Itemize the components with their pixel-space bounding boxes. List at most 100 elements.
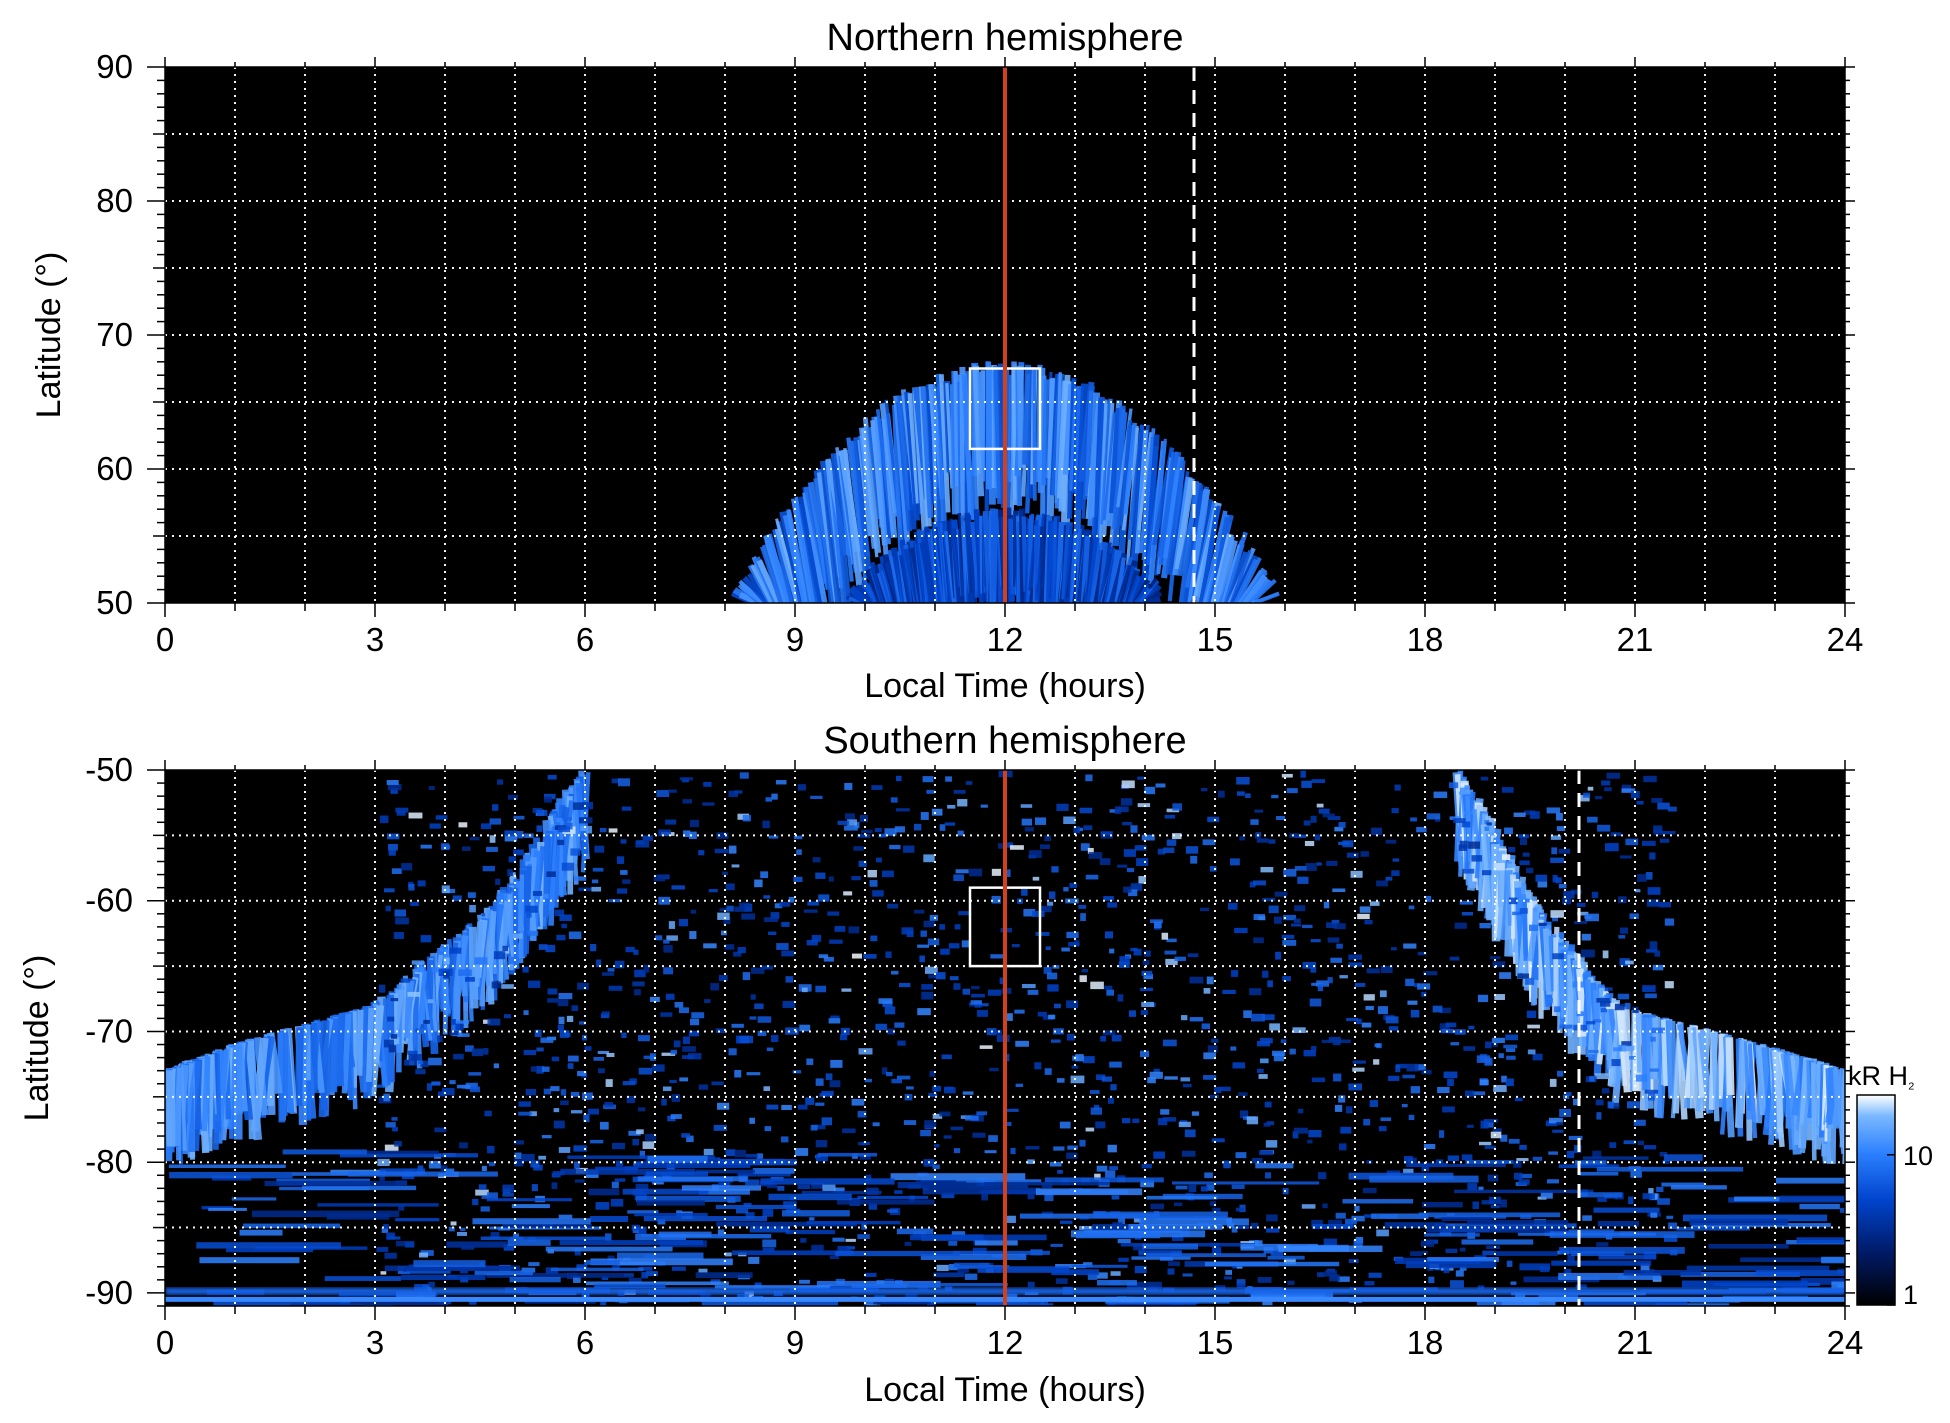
south-speckle	[884, 1006, 896, 1015]
south-speckle	[1558, 884, 1567, 889]
south-speckle	[386, 780, 399, 785]
south-speckle	[861, 829, 873, 834]
south-speckle	[1357, 913, 1370, 920]
south-speckle	[1123, 886, 1132, 893]
south-speckle	[1643, 775, 1657, 783]
south-speckle	[1104, 931, 1114, 939]
south-speckle	[536, 1047, 544, 1052]
south-speckle	[785, 1027, 799, 1035]
north-overlay	[968, 67, 1196, 603]
south-speckle	[1085, 874, 1099, 880]
south-speckle	[1243, 1010, 1252, 1018]
south-speckle	[1406, 1063, 1419, 1072]
south-speckle	[1657, 1198, 1670, 1205]
south-speckle	[1271, 1050, 1286, 1056]
south-speckle	[1637, 1140, 1644, 1146]
south-speckle	[390, 787, 398, 794]
south-speckle	[943, 1087, 956, 1094]
south-speckle	[944, 822, 956, 826]
south-speckle	[1626, 1101, 1640, 1109]
south-speckle	[690, 909, 697, 914]
south-polar-streak	[635, 1195, 741, 1202]
south-speckle	[1445, 1022, 1457, 1028]
south-speckle	[1066, 1152, 1078, 1159]
north-xlabel: Local Time (hours)	[864, 667, 1146, 705]
south-speckle	[987, 989, 1002, 996]
south-polar-streak	[226, 1248, 313, 1253]
south-speckle	[904, 1241, 912, 1247]
south-speckle	[777, 1185, 785, 1191]
south-speckle	[1508, 1138, 1520, 1144]
south-polar-streak	[1044, 1177, 1164, 1183]
south-speckle	[1130, 947, 1138, 952]
south-speckle	[829, 1255, 840, 1260]
south-speckle	[864, 1078, 872, 1083]
south-speckle	[1410, 1009, 1420, 1018]
south-speckle	[1376, 880, 1388, 887]
south-speckle	[1249, 988, 1262, 996]
south-oval-stroke	[328, 1018, 339, 1093]
south-speckle	[1162, 1039, 1177, 1047]
south-speckle	[1443, 1071, 1458, 1079]
south-speckle	[1294, 918, 1301, 924]
south-speckle	[913, 823, 922, 831]
south-polar-streak	[1551, 1260, 1652, 1266]
south-speckle	[615, 1160, 624, 1167]
north-ytick-label: 80	[96, 182, 133, 219]
south-speckle	[1642, 985, 1656, 993]
south-speckle	[1301, 780, 1312, 788]
south-speckle	[431, 967, 439, 973]
north-aurora-stroke	[1134, 429, 1149, 554]
south-polar-streak	[567, 1155, 715, 1159]
south-speckle	[1074, 939, 1080, 944]
south-speckle	[1202, 839, 1216, 846]
south-speckle	[1329, 1274, 1340, 1282]
south-speckle	[681, 1133, 691, 1138]
south-speckle	[401, 1174, 415, 1180]
south-speckle	[1181, 1015, 1188, 1021]
south-speckle	[717, 912, 730, 920]
south-speckle	[1089, 1090, 1100, 1094]
south-polar-streak	[213, 1298, 351, 1306]
south-speckle	[1528, 924, 1539, 932]
south-speckle	[577, 982, 589, 990]
south-speckle	[920, 930, 927, 937]
south-speckle	[1327, 937, 1340, 943]
south-speckle	[718, 975, 728, 982]
south-speckle	[1015, 1040, 1029, 1047]
south-speckle	[1150, 919, 1163, 924]
south-speckle	[871, 785, 883, 790]
south-speckle	[958, 911, 970, 916]
south-speckle	[847, 819, 857, 826]
south-speckle	[1167, 1268, 1175, 1275]
south-speckle	[576, 1264, 588, 1271]
south-speckle	[931, 808, 943, 816]
south-speckle	[1472, 1201, 1480, 1210]
south-speckle	[1239, 1110, 1249, 1119]
south-speckle	[1566, 1091, 1572, 1096]
south-speckle	[1649, 941, 1658, 950]
south-speckle	[1477, 1285, 1485, 1290]
south-speckle	[621, 1032, 627, 1038]
south-speckle	[957, 1265, 969, 1273]
south-speckle	[547, 988, 558, 995]
south-speckle	[1246, 1116, 1259, 1125]
south-speckle	[1201, 787, 1208, 792]
south-speckle	[1574, 921, 1588, 925]
south-speckle	[1056, 1078, 1065, 1083]
south-speckle	[649, 1053, 657, 1061]
south-speckle	[1362, 1187, 1377, 1194]
south-speckle	[557, 839, 565, 846]
south-speckle	[1552, 874, 1558, 883]
south-speckle	[482, 865, 495, 872]
south-speckle	[1550, 835, 1562, 840]
south-speckle	[404, 1059, 417, 1066]
south-speckle	[1181, 1150, 1196, 1157]
north-aurora-stroke	[972, 365, 985, 497]
south-speckle	[1648, 1092, 1655, 1101]
south-speckle	[1137, 776, 1144, 780]
south-speckle	[423, 1019, 430, 1024]
north-ytick-label: 60	[96, 450, 133, 487]
south-speckle	[1336, 943, 1343, 949]
south-polar-streak	[290, 1303, 364, 1306]
